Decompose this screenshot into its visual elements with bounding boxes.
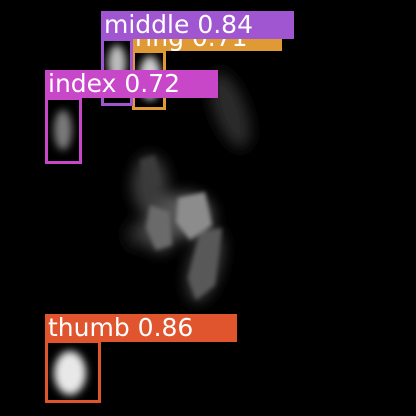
thumb-fingertip [54, 351, 86, 395]
detection-label: thumb 0.86 [45, 314, 237, 342]
bounding-box [45, 97, 82, 164]
index-fingertip [54, 110, 72, 150]
detection-label: middle 0.84 [101, 11, 294, 39]
detection-label: index 0.72 [45, 70, 218, 98]
bounding-box [45, 340, 101, 403]
